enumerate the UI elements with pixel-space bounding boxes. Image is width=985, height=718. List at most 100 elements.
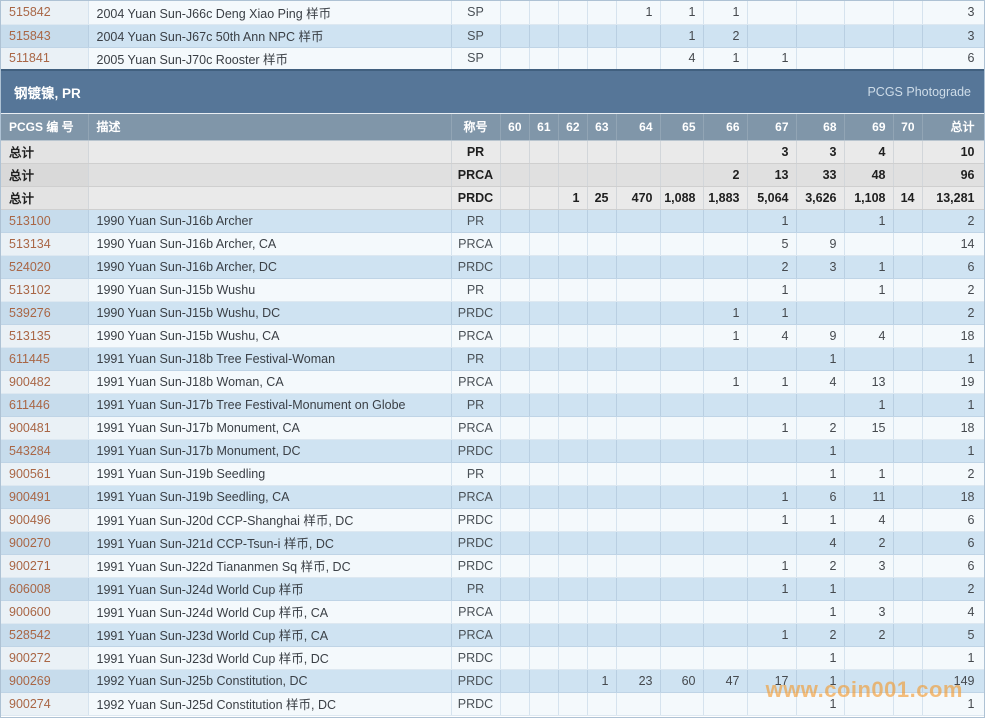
pcgs-number-link[interactable]: 900600 <box>1 600 89 624</box>
pop-grade-63 <box>587 600 617 624</box>
pop-grade-60 <box>500 577 530 601</box>
pcgs-number-link[interactable]: 900270 <box>1 531 89 555</box>
pcgs-number-link[interactable]: 513135 <box>1 324 89 348</box>
designation-cell: PR <box>451 278 501 302</box>
pop-grade-61 <box>529 577 559 601</box>
pop-grade-66 <box>703 140 748 164</box>
pop-grade-61 <box>529 646 559 670</box>
pop-grade-67 <box>747 1 797 25</box>
designation-cell: SP <box>451 1 501 25</box>
pop-total: 6 <box>922 508 984 532</box>
pcgs-number-link[interactable]: 515842 <box>1 1 89 25</box>
pcgs-number-link[interactable]: 611446 <box>1 393 89 417</box>
pop-grade-68: 2 <box>796 416 845 440</box>
coin-description: 1991 Yuan Sun-J17b Tree Festival-Monumen… <box>88 393 452 417</box>
pop-grade-66 <box>703 531 748 555</box>
pop-grade-61 <box>529 47 559 71</box>
pcgs-number-link[interactable]: 611445 <box>1 347 89 371</box>
pcgs-number-link[interactable]: 900491 <box>1 485 89 509</box>
pop-grade-66: 1,883 <box>703 186 748 210</box>
pop-grade-64 <box>616 554 661 578</box>
header-designation: 称号 <box>451 113 501 141</box>
pcgs-number-link[interactable]: 543284 <box>1 439 89 463</box>
pop-grade-66: 1 <box>703 1 748 25</box>
coin-description: 1990 Yuan Sun-J15b Wushu, DC <box>88 301 452 325</box>
pop-grade-65 <box>660 163 704 187</box>
pcgs-number-link[interactable]: 524020 <box>1 255 89 279</box>
pop-total: 1 <box>922 692 984 716</box>
pop-grade-65: 1 <box>660 24 704 48</box>
pcgs-number-link[interactable]: 900482 <box>1 370 89 394</box>
pop-grade-70 <box>893 623 923 647</box>
pcgs-number-link[interactable]: 515843 <box>1 24 89 48</box>
section-band-body: 钢镀镍, PR PCGS Photograde <box>1 69 984 114</box>
table-row: 515843 2004 Yuan Sun-J67c 50th Ann NPC 样币… <box>1 24 984 48</box>
summary-row: 总计 PR 3 3 4 10 <box>1 140 984 164</box>
pop-grade-62 <box>558 47 588 71</box>
pop-grade-68: 1 <box>796 692 845 716</box>
pop-grade-64 <box>616 623 661 647</box>
pop-grade-70 <box>893 370 923 394</box>
pcgs-number-link[interactable]: 900274 <box>1 692 89 716</box>
pop-total: 10 <box>922 140 984 164</box>
pop-grade-62 <box>558 1 588 25</box>
pop-grade-61 <box>529 140 559 164</box>
pop-grade-64 <box>616 347 661 371</box>
pop-grade-63 <box>587 255 617 279</box>
coin-description: 1990 Yuan Sun-J15b Wushu, CA <box>88 324 452 348</box>
pop-grade-67: 4 <box>747 324 797 348</box>
pop-grade-63 <box>587 439 617 463</box>
pcgs-number-link[interactable]: 513102 <box>1 278 89 302</box>
pop-grade-60 <box>500 554 530 578</box>
pop-grade-66 <box>703 255 748 279</box>
designation-cell: PR <box>451 209 501 233</box>
pcgs-number-link[interactable]: 900481 <box>1 416 89 440</box>
pop-grade-67 <box>747 600 797 624</box>
pop-grade-63 <box>587 692 617 716</box>
pcgs-photograde-link[interactable]: PCGS Photograde <box>867 84 971 99</box>
pop-grade-66: 1 <box>703 47 748 71</box>
pop-grade-66 <box>703 692 748 716</box>
table-row: 511841 2005 Yuan Sun-J70c Rooster 样币 SP 4 1 1… <box>1 47 984 71</box>
pop-total: 2 <box>922 462 984 486</box>
pop-grade-64 <box>616 646 661 670</box>
pop-grade-68 <box>796 1 845 25</box>
pop-grade-64 <box>616 416 661 440</box>
pop-grade-60 <box>500 24 530 48</box>
pop-grade-68: 1 <box>796 669 845 693</box>
pop-grade-60 <box>500 255 530 279</box>
pcgs-number-link[interactable]: 539276 <box>1 301 89 325</box>
pcgs-number-link[interactable]: 513134 <box>1 232 89 256</box>
pop-grade-62 <box>558 692 588 716</box>
pop-total: 3 <box>922 1 984 25</box>
pcgs-number-link[interactable]: 528542 <box>1 623 89 647</box>
pop-grade-66 <box>703 462 748 486</box>
pop-grade-65 <box>660 600 704 624</box>
pop-grade-67: 1 <box>747 47 797 71</box>
pop-grade-63 <box>587 140 617 164</box>
pop-grade-60 <box>500 47 530 71</box>
pop-grade-67: 1 <box>747 577 797 601</box>
pcgs-number-link[interactable]: 900271 <box>1 554 89 578</box>
pcgs-number-link[interactable]: 513100 <box>1 209 89 233</box>
table-row: 513134 1990 Yuan Sun-J16b Archer, CA PRCA 5… <box>1 232 984 256</box>
pcgs-number-link[interactable]: 900561 <box>1 462 89 486</box>
pop-grade-66 <box>703 439 748 463</box>
pcgs-number-link[interactable]: 900272 <box>1 646 89 670</box>
designation-cell: PRDC <box>451 439 501 463</box>
pcgs-number-link[interactable]: 900496 <box>1 508 89 532</box>
pop-grade-60 <box>500 393 530 417</box>
pop-grade-68: 4 <box>796 531 845 555</box>
pop-grade-70 <box>893 439 923 463</box>
pop-grade-60 <box>500 347 530 371</box>
pop-grade-66 <box>703 347 748 371</box>
pcgs-number-link[interactable]: 900269 <box>1 669 89 693</box>
pcgs-number-link[interactable]: 606008 <box>1 577 89 601</box>
pop-grade-62 <box>558 646 588 670</box>
pop-grade-68 <box>796 393 845 417</box>
pcgs-number-link[interactable]: 511841 <box>1 47 89 71</box>
coin-description: 1992 Yuan Sun-J25b Constitution, DC <box>88 669 452 693</box>
pop-grade-62 <box>558 600 588 624</box>
header-pcgs-number: PCGS 编 号 <box>1 113 89 141</box>
